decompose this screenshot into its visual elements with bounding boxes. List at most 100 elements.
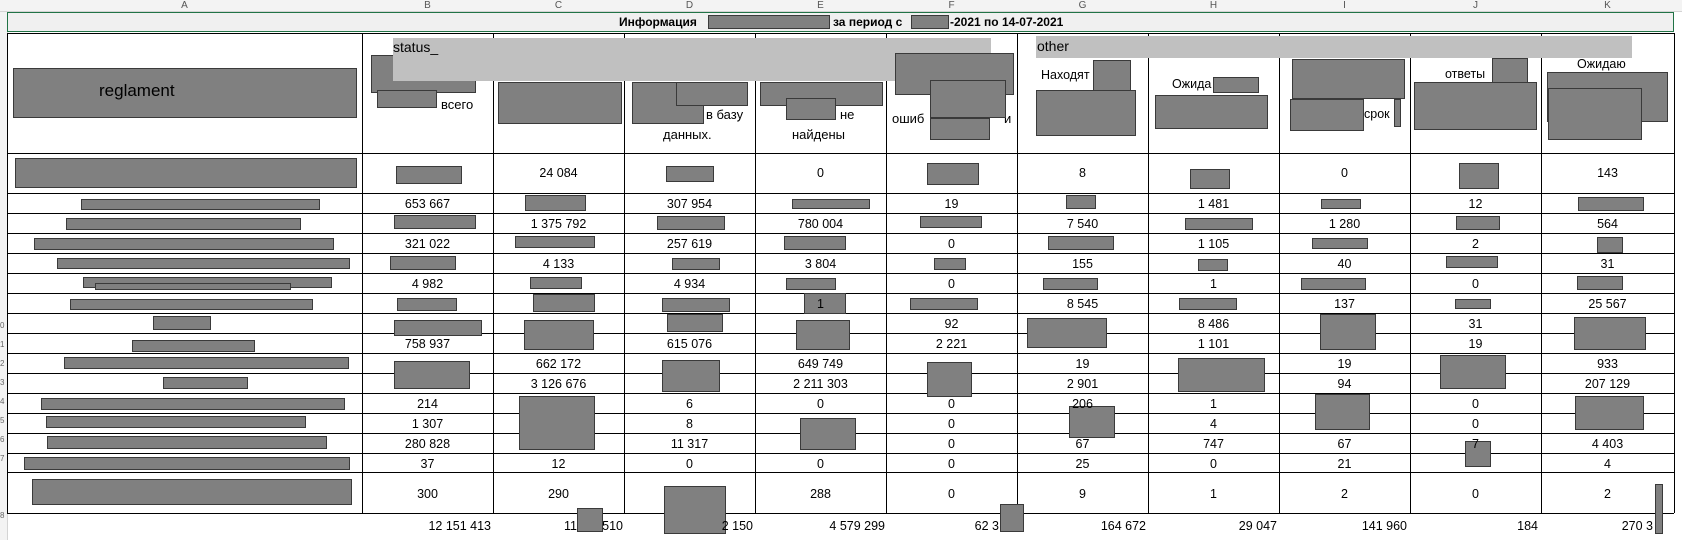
header-f-label-2[interactable]: и [1004, 111, 1012, 126]
total-k[interactable]: 270 3 [1621, 519, 1653, 533]
table-cell-f[interactable]: 0 [948, 457, 955, 471]
table-cell-f[interactable]: 0 [948, 237, 955, 251]
row-header-label[interactable]: 3 [0, 378, 5, 387]
table-cell-k[interactable]: 207 129 [1584, 377, 1631, 391]
table-cell-e[interactable]: 0 [817, 397, 824, 411]
column-header-f[interactable]: F [948, 0, 955, 11]
table-cell-b[interactable]: 758 937 [404, 337, 451, 351]
total-b[interactable]: 12 151 413 [428, 519, 491, 533]
table-cell-g[interactable]: 9 [1079, 487, 1086, 501]
table-cell-j[interactable]: 31 [1468, 317, 1483, 331]
table-cell-k[interactable]: 2 [1604, 487, 1611, 501]
table-cell-h[interactable]: 1 105 [1197, 237, 1230, 251]
table-cell-f[interactable]: 0 [948, 397, 955, 411]
table-cell-d[interactable]: 615 076 [666, 337, 713, 351]
table-cell-h[interactable]: 1 [1210, 397, 1217, 411]
table-cell-d[interactable]: 8 [686, 417, 693, 431]
table-cell-e[interactable]: 780 004 [797, 217, 844, 231]
column-header-c[interactable]: C [554, 0, 563, 11]
table-cell-h[interactable]: 8 486 [1197, 317, 1230, 331]
total-g[interactable]: 164 672 [1100, 519, 1146, 533]
table-cell-g[interactable]: 206 [1072, 397, 1093, 411]
table-cell-c[interactable]: 24 084 [539, 166, 578, 180]
table-cell-k[interactable]: 933 [1597, 357, 1618, 371]
total-j[interactable]: 184 [1517, 519, 1538, 533]
table-cell-h[interactable]: 1 481 [1197, 197, 1230, 211]
table-cell-c[interactable]: 3 126 676 [530, 377, 587, 391]
table-cell-i[interactable]: 2 [1341, 487, 1348, 501]
header-h-label[interactable]: Ожида [1172, 77, 1212, 91]
table-cell-g[interactable]: 19 [1075, 357, 1090, 371]
table-cell-k[interactable]: 25 567 [1588, 297, 1627, 311]
column-header-h[interactable]: H [1209, 0, 1218, 11]
total-d[interactable]: 2 150 [721, 519, 753, 533]
table-cell-j[interactable]: 0 [1472, 397, 1479, 411]
total-h[interactable]: 29 047 [1238, 519, 1277, 533]
column-header-e[interactable]: E [817, 0, 824, 11]
table-cell-c[interactable]: 4 133 [542, 257, 575, 271]
table-cell-i[interactable]: 40 [1337, 257, 1352, 271]
table-cell-j[interactable]: 0 [1472, 487, 1479, 501]
header-d-label-2[interactable]: данных. [663, 127, 712, 142]
table-cell-i[interactable]: 137 [1334, 297, 1355, 311]
total-f[interactable]: 62 3 [974, 519, 999, 533]
header-e-label-1[interactable]: не [840, 107, 855, 122]
table-cell-d[interactable]: 0 [686, 457, 693, 471]
header-j-label[interactable]: ответы [1445, 67, 1486, 81]
table-cell-g[interactable]: 8 [1079, 166, 1086, 180]
status-header[interactable]: status_ [393, 39, 439, 55]
table-cell-k[interactable]: 4 [1604, 457, 1611, 471]
table-cell-h[interactable]: 1 101 [1197, 337, 1230, 351]
row-header-label[interactable]: 7 [0, 454, 5, 463]
header-g-label[interactable]: Находят [1041, 68, 1090, 82]
table-cell-i[interactable]: 67 [1337, 437, 1352, 451]
table-cell-c[interactable]: 662 172 [535, 357, 582, 371]
table-cell-e[interactable]: 1 [817, 297, 824, 311]
table-cell-d[interactable]: 6 [686, 397, 693, 411]
table-cell-e[interactable]: 2 211 303 [793, 377, 848, 391]
table-cell-h[interactable]: 747 [1203, 437, 1224, 451]
row-header-label[interactable]: 1 [0, 340, 5, 349]
table-cell-i[interactable]: 0 [1341, 166, 1348, 180]
table-cell-h[interactable]: 1 [1210, 487, 1217, 501]
column-header-a[interactable]: A [181, 0, 188, 11]
table-cell-e[interactable]: 649 749 [797, 357, 844, 371]
table-cell-j[interactable]: 2 [1472, 237, 1479, 251]
header-e-label-2[interactable]: найдены [792, 127, 846, 142]
table-cell-i[interactable]: 1 280 [1328, 217, 1361, 231]
table-cell-i[interactable]: 19 [1337, 357, 1352, 371]
table-cell-c[interactable]: 290 [548, 487, 569, 501]
table-cell-k[interactable]: 143 [1597, 166, 1618, 180]
header-k-label[interactable]: Ожидаю [1577, 57, 1626, 71]
table-cell-k[interactable]: 4 403 [1591, 437, 1624, 451]
column-header-d[interactable]: D [685, 0, 694, 11]
header-b-label[interactable]: всего [441, 97, 474, 112]
total-e[interactable]: 4 579 299 [829, 519, 885, 533]
row-header-label[interactable]: 5 [0, 416, 5, 425]
column-header-b[interactable]: B [424, 0, 431, 11]
table-cell-b[interactable]: 214 [417, 397, 438, 411]
table-cell-d[interactable]: 257 619 [666, 237, 713, 251]
column-header-k[interactable]: K [1604, 0, 1611, 11]
table-cell-f[interactable]: 0 [948, 487, 955, 501]
table-cell-g[interactable]: 155 [1072, 257, 1093, 271]
table-cell-g[interactable]: 25 [1075, 457, 1090, 471]
column-header-j[interactable]: J [1473, 0, 1478, 11]
header-d-label-1[interactable]: в базу [706, 107, 744, 122]
row-header-label[interactable]: 8 [0, 511, 5, 520]
table-cell-f[interactable]: 19 [944, 197, 959, 211]
table-cell-b[interactable]: 321 022 [404, 237, 451, 251]
table-cell-d[interactable]: 307 954 [666, 197, 713, 211]
table-cell-e[interactable]: 288 [810, 487, 831, 501]
table-cell-g[interactable]: 7 540 [1066, 217, 1099, 231]
total-i[interactable]: 141 960 [1361, 519, 1407, 533]
table-cell-e[interactable]: 0 [817, 166, 824, 180]
table-cell-i[interactable]: 94 [1337, 377, 1352, 391]
table-cell-i[interactable]: 21 [1337, 457, 1352, 471]
table-cell-g[interactable]: 67 [1075, 437, 1090, 451]
row-header-label[interactable]: 6 [0, 435, 5, 444]
table-cell-j[interactable]: 0 [1472, 277, 1479, 291]
table-cell-j[interactable]: 12 [1468, 197, 1483, 211]
table-cell-k[interactable]: 564 [1597, 217, 1618, 231]
table-cell-j[interactable]: 0 [1472, 417, 1479, 431]
